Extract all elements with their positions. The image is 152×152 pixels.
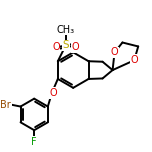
Text: O: O — [111, 47, 118, 57]
Text: O: O — [52, 42, 60, 52]
Text: O: O — [130, 55, 138, 65]
Text: S: S — [62, 40, 69, 50]
Text: O: O — [72, 42, 79, 52]
Text: CH₃: CH₃ — [57, 25, 75, 35]
Text: F: F — [31, 137, 37, 147]
Text: Br: Br — [0, 100, 11, 110]
Text: O: O — [49, 88, 57, 98]
